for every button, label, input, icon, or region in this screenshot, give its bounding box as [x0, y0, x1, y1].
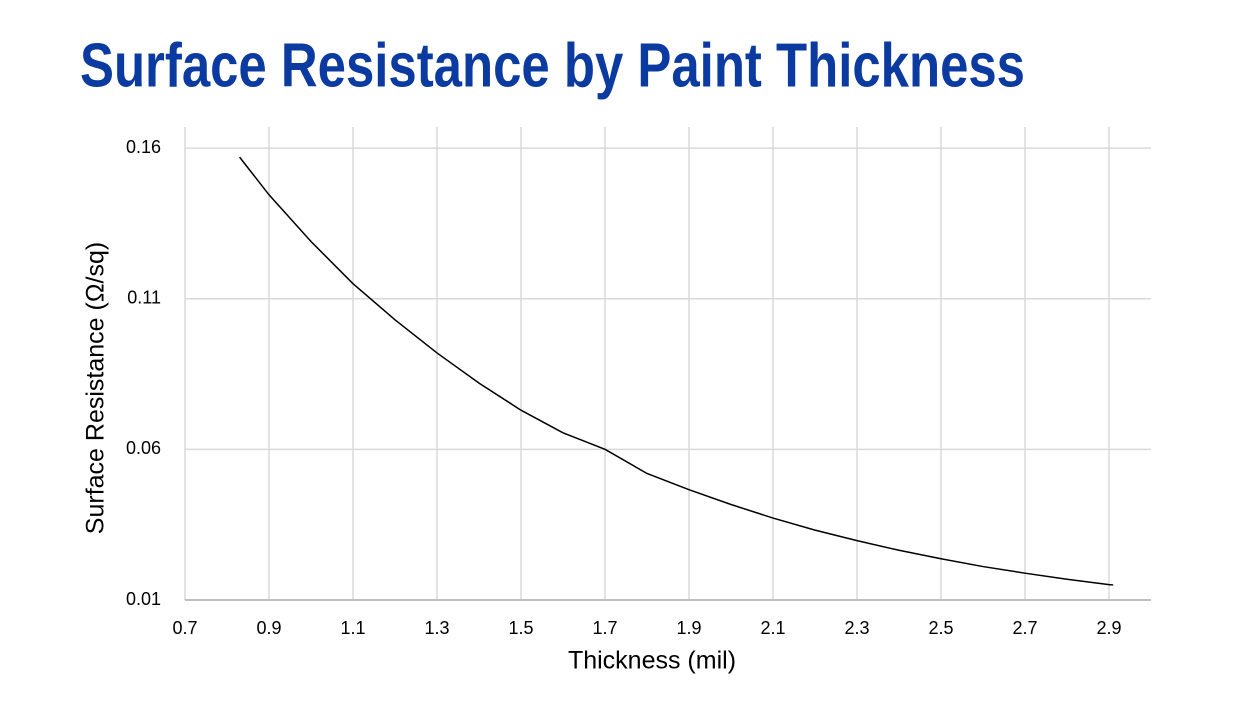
y-axis-label: Surface Resistance (Ω/sq)	[82, 242, 110, 534]
x-tick-label: 1.9	[676, 618, 701, 638]
x-tick-label: 2.9	[1096, 618, 1121, 638]
x-tick-label: 2.3	[844, 618, 869, 638]
y-tick-label: 0.01	[126, 589, 161, 609]
chart-title: Surface Resistance by Paint Thickness	[80, 31, 1025, 100]
x-axis-label: Thickness (mil)	[568, 647, 736, 675]
x-tick-label: 2.7	[1012, 618, 1037, 638]
x-tick-label: 1.3	[424, 618, 449, 638]
x-tick-label: 1.7	[592, 618, 617, 638]
x-tick-label: 0.7	[172, 618, 197, 638]
x-tick-label: 1.5	[508, 618, 533, 638]
data-line	[239, 156, 1114, 586]
x-tick-label: 0.9	[256, 618, 281, 638]
x-tick-label: 2.1	[760, 618, 785, 638]
y-tick-label: 0.06	[126, 438, 161, 458]
x-tick-label: 2.5	[928, 618, 953, 638]
y-tick-label: 0.11	[127, 287, 161, 307]
x-tick-label: 1.1	[340, 618, 365, 638]
y-tick-label: 0.16	[126, 137, 161, 157]
